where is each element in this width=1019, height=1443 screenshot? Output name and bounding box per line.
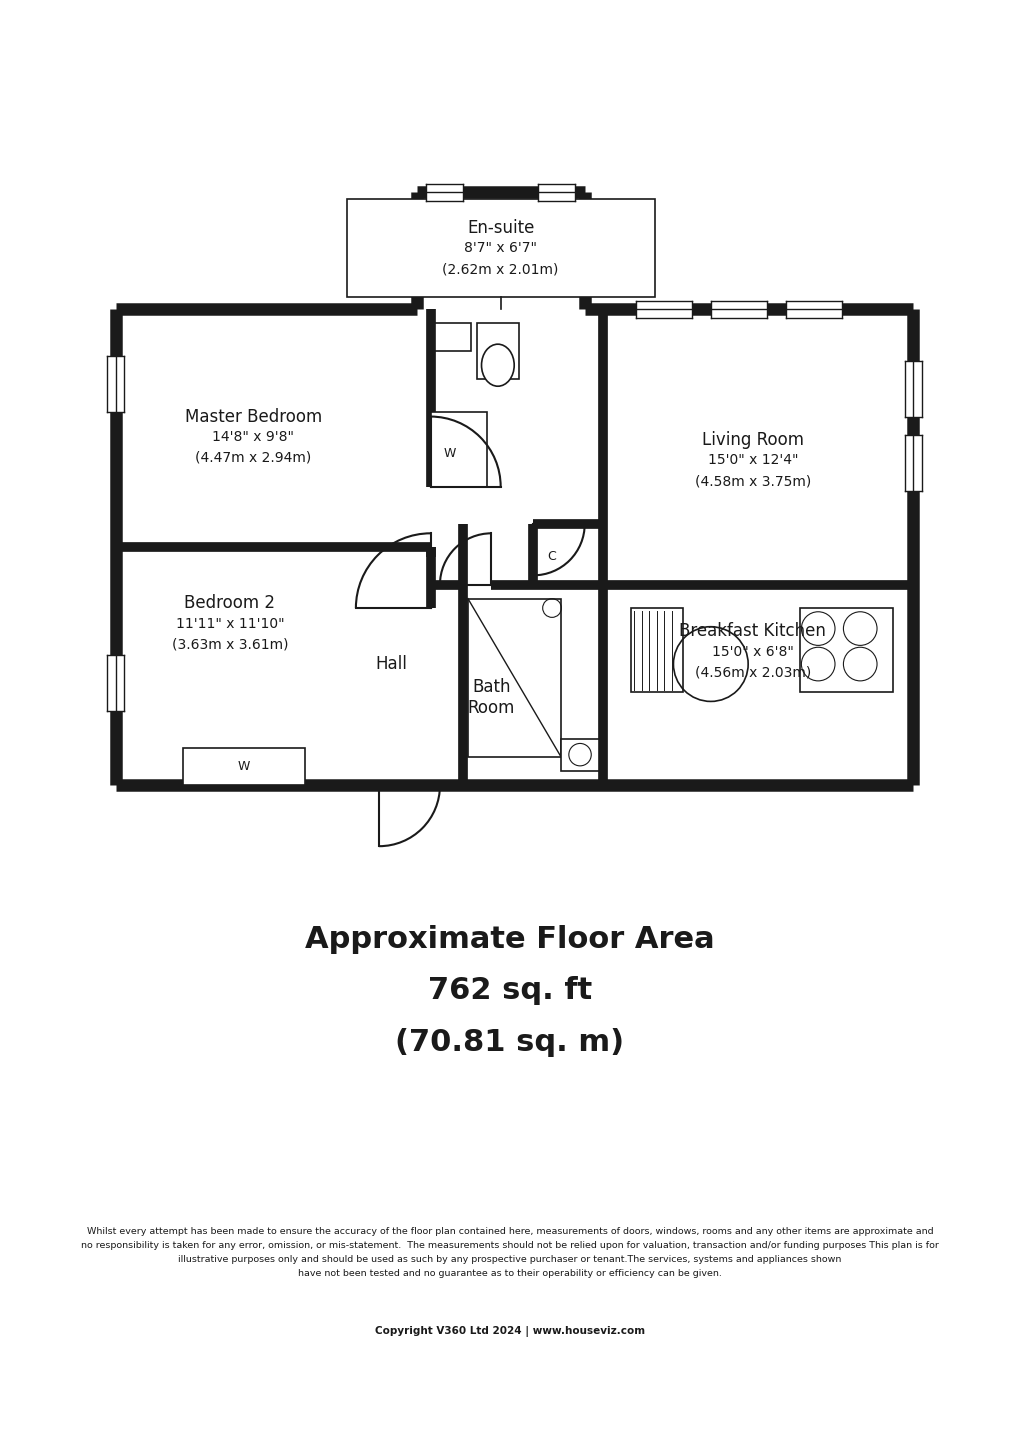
Bar [785,300,841,317]
Text: C: C [547,550,555,563]
Text: Master Bedroom: Master Bedroom [184,407,321,426]
Text: 14'8" x 9'8": 14'8" x 9'8" [212,430,293,444]
Text: 15'0" x 6'8": 15'0" x 6'8" [711,645,793,659]
Bar [435,323,471,351]
Text: Hall: Hall [375,655,407,672]
Text: (2.62m x 2.01m): (2.62m x 2.01m) [442,263,558,276]
Bar [560,739,598,772]
Text: Bedroom 2: Bedroom 2 [184,595,275,612]
Bar [426,185,463,201]
Bar [631,608,682,693]
Bar [107,356,124,411]
Text: Breakfast Kitchen: Breakfast Kitchen [679,622,825,641]
Text: Room: Room [467,698,515,717]
Bar [904,436,921,491]
Bar [710,300,766,317]
Text: Living Room: Living Room [701,431,803,449]
Bar [537,185,575,201]
Text: Approximate Floor Area: Approximate Floor Area [305,925,714,954]
Text: Bath: Bath [472,678,511,697]
Text: (4.47m x 2.94m): (4.47m x 2.94m) [195,450,311,465]
Text: 15'0" x 12'4": 15'0" x 12'4" [707,453,797,468]
Bar [430,411,486,486]
Ellipse shape [481,345,514,387]
Bar [636,300,692,317]
Text: 11'11" x 11'10": 11'11" x 11'10" [175,618,284,631]
Bar [468,599,560,758]
Text: (70.81 sq. m): (70.81 sq. m) [395,1027,624,1056]
Text: 762 sq. ft: 762 sq. ft [427,977,592,1006]
Text: 8'7" x 6'7": 8'7" x 6'7" [464,241,537,255]
Text: W: W [442,447,455,460]
Text: En-suite: En-suite [467,219,534,237]
Text: Whilst every attempt has been made to ensure the accuracy of the floor plan cont: Whilst every attempt has been made to en… [81,1227,938,1278]
Text: (4.58m x 3.75m): (4.58m x 3.75m) [694,473,810,488]
Text: (3.63m x 3.61m): (3.63m x 3.61m) [171,638,287,651]
Bar [183,747,305,785]
Bar [346,199,654,297]
Text: (4.56m x 2.03m): (4.56m x 2.03m) [694,665,810,680]
Bar [477,323,519,380]
Text: Copyright V360 Ltd 2024 | www.houseviz.com: Copyright V360 Ltd 2024 | www.houseviz.c… [375,1326,644,1338]
Bar [904,361,921,417]
Bar [799,608,892,693]
Bar [107,655,124,711]
Text: W: W [237,760,250,773]
